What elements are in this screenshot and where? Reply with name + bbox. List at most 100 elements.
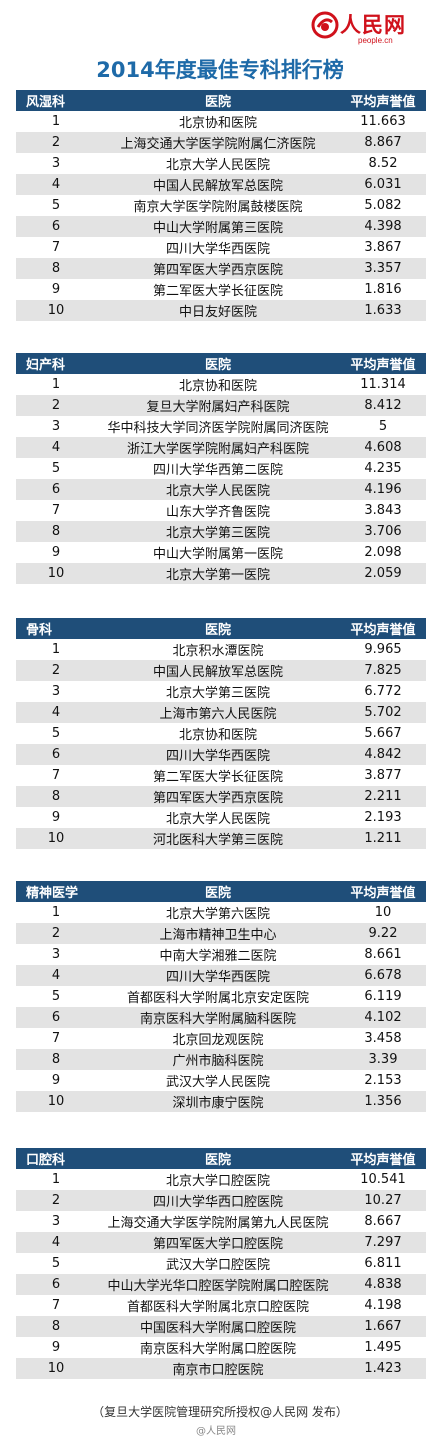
table-row: 6 中山大学附属第三医院 4.398 [16,216,426,237]
table-row: 1 北京协和医院 11.663 [16,111,426,132]
score-column-header: 平均声誉值 [350,886,416,901]
rank-cell: 5 [51,1256,61,1271]
hospital-column-header: 医院 [204,95,231,110]
table-row: 3 北京大学人民医院 8.52 [16,153,426,174]
table-row: 7 山东大学齐鲁医院 3.843 [16,500,426,521]
hospital-cell: 中国人民解放军总医院 [152,665,283,680]
rank-cell: 1 [51,114,61,129]
hospital-cell: 南京医科大学附属口腔医院 [139,1342,296,1357]
table-row: 5 四川大学华西第二医院 4.235 [16,458,426,479]
hospital-cell: 上海市精神卫生中心 [159,928,277,943]
rank-cell: 4 [51,177,61,192]
hospital-cell: 第二军医大学长征医院 [152,770,283,785]
score-cell: 5.082 [364,198,402,213]
rank-cell: 7 [51,768,61,783]
rank-cell: 6 [51,747,61,762]
table-row: 10 中日友好医院 1.633 [16,300,426,321]
rank-cell: 7 [51,240,61,255]
hospital-cell: 首都医科大学附属北京安定医院 [126,991,309,1006]
score-cell: 6.031 [364,177,402,192]
table-row: 1 北京积水潭医院 9.965 [16,639,426,660]
table-header: 风湿科 医院 平均声誉值 [16,90,426,111]
hospital-cell: 上海市第六人民医院 [159,707,277,722]
hospital-cell: 北京积水潭医院 [172,644,264,659]
rank-cell: 1 [51,377,61,392]
hospital-cell: 第四军医大学西京医院 [152,791,283,806]
hospital-cell: 中山大学附属第三医院 [152,221,283,236]
rank-cell: 5 [51,461,61,476]
score-cell: 3.877 [364,768,402,783]
hospital-cell: 中国人民解放军总医院 [152,179,283,194]
hospital-cell: 山东大学齐鲁医院 [165,505,270,520]
hospital-cell: 北京大学第一医院 [165,568,270,583]
rank-cell: 8 [51,1319,61,1334]
rank-cell: 6 [51,1277,61,1292]
rank-cell: 1 [51,642,61,657]
rank-cell: 3 [51,156,61,171]
table-row: 8 第四军医大学西京医院 2.211 [16,786,426,807]
rank-cell: 10 [47,303,65,318]
table-row: 1 北京大学第六医院 10 [16,902,426,923]
table-row: 7 四川大学华西医院 3.867 [16,237,426,258]
score-cell: 7.825 [364,663,402,678]
logo-domain: people.cn [358,36,393,45]
score-cell: 8.52 [368,156,398,171]
table-row: 4 浙江大学医学院附属妇产科医院 4.608 [16,437,426,458]
rank-cell: 4 [51,968,61,983]
score-cell: 5.702 [364,705,402,720]
table-row: 10 南京市口腔医院 1.423 [16,1358,426,1379]
score-cell: 4.842 [364,747,402,762]
hospital-cell: 第四军医大学口腔医院 [152,1237,283,1252]
score-cell: 3.867 [364,240,402,255]
rank-cell: 7 [51,1298,61,1313]
hospital-cell: 中国医科大学附属口腔医院 [139,1321,296,1336]
score-cell: 2.059 [364,566,402,581]
score-cell: 1.816 [364,282,402,297]
score-cell: 4.608 [364,440,402,455]
score-cell: 3.458 [364,1031,402,1046]
score-cell: 9.965 [364,642,402,657]
table-row: 7 北京回龙观医院 3.458 [16,1028,426,1049]
hospital-cell: 四川大学华西医院 [165,970,270,985]
rank-cell: 6 [51,1010,61,1025]
score-cell: 5.667 [364,726,402,741]
hospital-cell: 北京回龙观医院 [172,1033,264,1048]
hospital-cell: 中南大学湘雅二医院 [159,949,277,964]
table-row: 2 上海市精神卫生中心 9.22 [16,923,426,944]
score-cell: 2.193 [364,810,402,825]
score-column-header: 平均声誉值 [350,1153,416,1168]
hospital-cell: 北京大学第六医院 [165,907,270,922]
hospital-cell: 首都医科大学附属北京口腔医院 [126,1300,309,1315]
hospital-cell: 南京大学医学院附属鼓楼医院 [133,200,303,215]
specialty-name: 风湿科 [26,95,66,110]
score-column-header: 平均声誉值 [350,95,416,110]
score-cell: 8.412 [364,398,402,413]
hospital-cell: 北京协和医院 [178,116,257,131]
hospital-cell: 第四军医大学西京医院 [152,263,283,278]
rank-cell: 7 [51,1031,61,1046]
table-row: 1 北京大学口腔医院 10.541 [16,1169,426,1190]
hospital-cell: 北京协和医院 [178,379,257,394]
hospital-cell: 中日友好医院 [178,305,257,320]
score-cell: 11.314 [360,377,406,392]
score-cell: 5 [378,419,388,434]
score-cell: 8.661 [364,947,402,962]
rank-cell: 3 [51,684,61,699]
rank-cell: 10 [47,1094,65,1109]
hospital-cell: 北京大学口腔医院 [165,1174,270,1189]
watermark-text: @人民网 [196,1426,236,1437]
rank-cell: 5 [51,726,61,741]
rank-cell: 3 [51,1214,61,1229]
score-cell: 1.356 [364,1094,402,1109]
table-row: 9 南京医科大学附属口腔医院 1.495 [16,1337,426,1358]
table-row: 4 中国人民解放军总医院 6.031 [16,174,426,195]
score-cell: 8.667 [364,1214,402,1229]
rank-cell: 8 [51,524,61,539]
rank-cell: 6 [51,219,61,234]
table-row: 9 中山大学附属第一医院 2.098 [16,542,426,563]
rank-cell: 9 [51,1340,61,1355]
score-cell: 4.198 [364,1298,402,1313]
hospital-cell: 北京大学第三医院 [165,686,270,701]
rank-cell: 1 [51,1172,61,1187]
logo-text: 人民网 [340,12,406,37]
